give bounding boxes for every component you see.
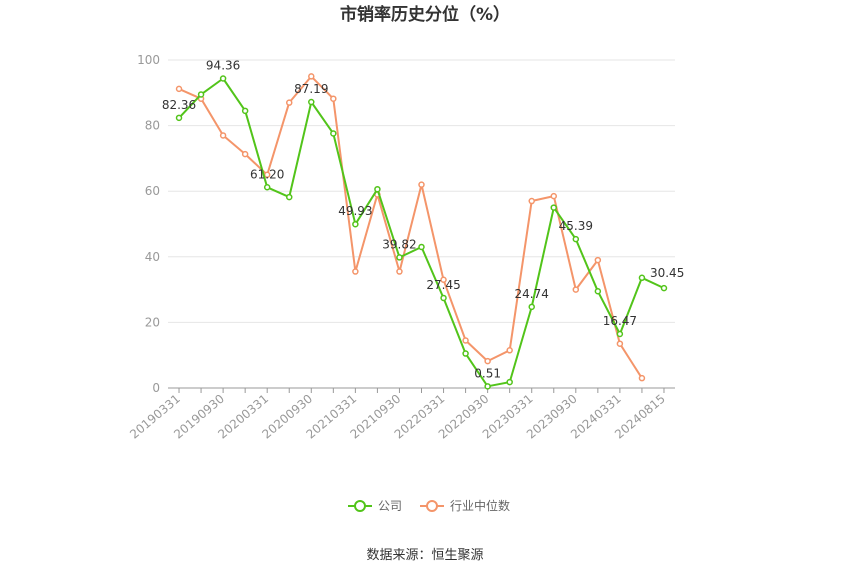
data-point (418, 243, 425, 251)
data-label: 39.82 (382, 237, 416, 251)
data-point (352, 220, 359, 228)
legend-label: 行业中位数 (450, 498, 510, 513)
data-point (308, 98, 315, 106)
data-label: 82.36 (162, 98, 196, 112)
data-point (285, 99, 293, 106)
legend-item-1[interactable]: 行业中位数 (420, 498, 510, 513)
data-point (616, 330, 624, 338)
y-axis: 0 20 40 60 80 100 (137, 53, 160, 395)
chart-title: 市销率历史分位（%） (340, 4, 510, 25)
data-point (241, 150, 249, 158)
data-point (175, 85, 183, 93)
data-point (396, 268, 403, 275)
data-point (528, 303, 535, 311)
data-point (219, 132, 227, 139)
data-label: 30.45 (650, 266, 684, 280)
data-point (638, 274, 646, 282)
data-point (263, 184, 271, 191)
data-point (352, 268, 359, 275)
grid (168, 59, 675, 323)
data-point (396, 254, 403, 261)
data-point (197, 91, 205, 98)
data-point (219, 75, 227, 82)
data-point (550, 204, 558, 211)
data-point (550, 192, 558, 200)
data-point (462, 350, 469, 357)
data-point (285, 193, 293, 201)
source-note: 数据来源：恒生聚源 (366, 548, 483, 563)
y-tick-label: 20 (145, 315, 160, 329)
series-lines (175, 73, 668, 390)
data-point (175, 114, 183, 122)
data-point (506, 347, 513, 354)
data-point (572, 235, 580, 243)
data-point (462, 337, 469, 344)
series-line-1 (178, 75, 643, 379)
data-point (330, 130, 337, 137)
data-label: 27.45 (426, 278, 460, 292)
data-point (484, 383, 491, 390)
x-axis: 2019033120190930202003312020093020210331… (127, 387, 675, 442)
data-label: 16.47 (603, 314, 637, 328)
data-point (374, 185, 381, 193)
legend-marker (426, 500, 438, 512)
y-tick-label: 0 (152, 381, 160, 395)
data-label: 49.93 (338, 204, 372, 218)
data-point (330, 95, 337, 102)
data-point (308, 73, 315, 80)
data-point (263, 171, 271, 179)
data-labels: 82.36 94.36 61.20 87.19 49.93 39.82 27.45 0.51 2… (162, 58, 684, 380)
data-point (241, 107, 249, 115)
data-point (594, 256, 602, 264)
y-tick-label: 40 (145, 250, 160, 264)
y-tick-label: 100 (137, 53, 160, 67)
data-point (528, 197, 535, 205)
data-point (616, 340, 624, 347)
data-point (638, 374, 646, 382)
data-label: 94.36 (206, 58, 240, 72)
data-label: 45.39 (559, 219, 593, 233)
data-point (594, 287, 602, 295)
legend-item-0[interactable]: 公司 (348, 499, 402, 513)
legend[interactable]: 公司 行业中位数 (348, 498, 510, 513)
data-label: 87.19 (294, 82, 328, 96)
data-point (418, 181, 425, 188)
y-tick-label: 80 (145, 119, 160, 133)
data-label: 0.51 (474, 366, 501, 380)
data-label: 61.20 (250, 167, 284, 181)
data-point (484, 357, 491, 365)
y-tick-label: 60 (145, 184, 160, 198)
data-point (440, 276, 447, 284)
legend-marker (354, 500, 366, 512)
data-label: 24.74 (515, 287, 549, 301)
data-point (660, 284, 668, 292)
data-point (572, 286, 580, 293)
data-point (440, 294, 447, 302)
data-point (506, 378, 513, 386)
legend-label: 公司 (378, 499, 402, 513)
